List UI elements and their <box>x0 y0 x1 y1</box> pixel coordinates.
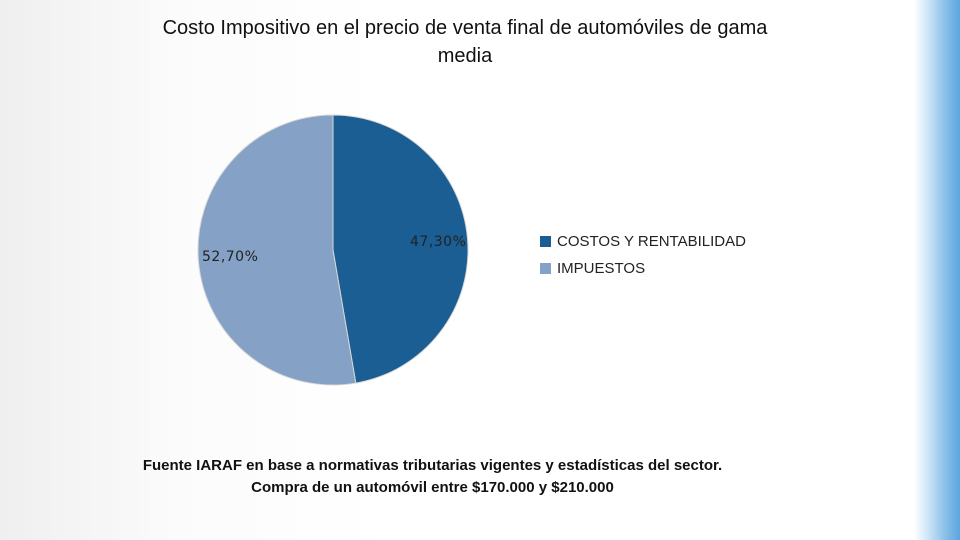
pie-slice-costos <box>332 114 469 384</box>
legend-swatch-costos <box>540 236 551 247</box>
chart-title: Costo Impositivo en el precio de venta f… <box>162 17 768 67</box>
legend-swatch-impuestos <box>540 263 551 274</box>
slide-accent-bar <box>914 0 960 540</box>
source-note: Fuente IARAF en base a normativas tribut… <box>142 457 723 496</box>
legend-label-impuestos: IMPUESTOS <box>557 260 646 277</box>
data-label-impuestos: 52,70% <box>202 249 259 265</box>
pie-slice-impuestos <box>197 114 357 386</box>
legend-label-costos: COSTOS Y RENTABILIDAD <box>557 233 746 250</box>
legend-item-costos: COSTOS Y RENTABILIDAD <box>540 228 746 255</box>
legend-item-impuestos: IMPUESTOS <box>540 255 746 282</box>
chart-legend: COSTOS Y RENTABILIDAD IMPUESTOS <box>540 228 746 282</box>
data-label-costos: 47,30% <box>410 234 467 250</box>
